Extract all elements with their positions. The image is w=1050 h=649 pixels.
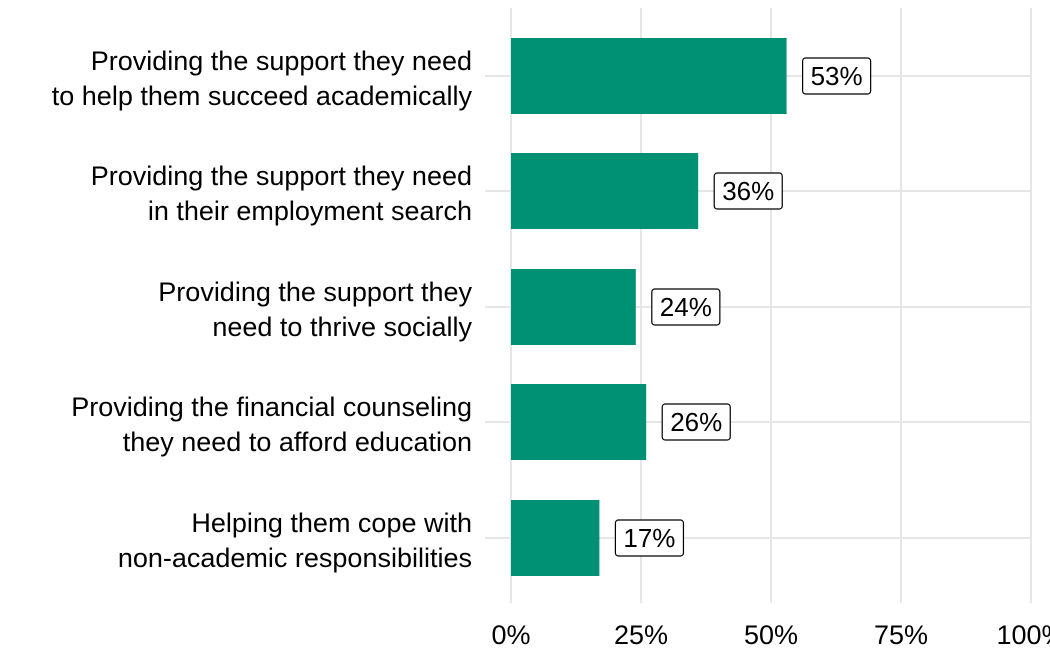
data-label-box <box>801 57 872 95</box>
x-tick-label: 100% <box>996 620 1050 649</box>
category-label: Providing the support they need to help t… <box>52 46 473 111</box>
bars <box>511 38 787 576</box>
data-label-box <box>713 172 783 210</box>
data-label: 26% <box>661 403 731 441</box>
data-label: 36% <box>713 172 783 210</box>
data-label: 17% <box>614 519 685 557</box>
bar <box>511 269 636 345</box>
bar <box>511 38 787 114</box>
data-label-text: 53% <box>811 61 863 91</box>
bar <box>511 500 600 576</box>
data-label-text: 24% <box>660 292 712 322</box>
data-label-box <box>614 519 685 557</box>
category-label: Helping them cope with non-academic respo… <box>118 508 472 573</box>
x-tick-label: 25% <box>614 620 668 649</box>
bar <box>511 153 699 229</box>
data-labels: 53% 36% 24% 26% 17% <box>614 57 872 557</box>
bar <box>511 384 647 460</box>
category-label: Providing the support they need in their … <box>91 161 472 226</box>
data-label-text: 36% <box>722 176 774 206</box>
data-label-box <box>651 288 721 326</box>
data-label: 53% <box>801 57 872 95</box>
x-tick-label: 0% <box>491 620 530 649</box>
data-label-box <box>661 403 731 441</box>
category-label: Providing the financial counseling they n… <box>71 392 472 457</box>
data-label-text: 17% <box>623 523 675 553</box>
category-labels: Providing the support they need to help t… <box>52 46 473 573</box>
x-tick-label: 50% <box>744 620 798 649</box>
category-label: Providing the support they need to thrive… <box>158 277 472 342</box>
x-tick-label: 75% <box>874 620 928 649</box>
data-label: 24% <box>651 288 721 326</box>
data-label-text: 26% <box>670 407 722 437</box>
x-axis-tick-labels: 0% 25% 50% 75% 100% <box>491 620 1050 649</box>
